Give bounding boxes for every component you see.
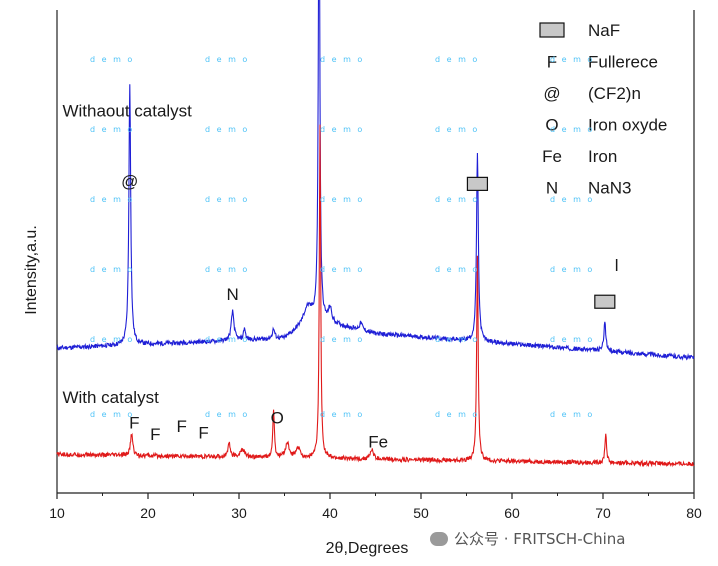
demo-watermark: d e m o bbox=[435, 335, 480, 344]
demo-watermark: d e m o bbox=[205, 410, 250, 419]
demo-watermark: d e m o bbox=[320, 195, 365, 204]
legend-symbol: Fe bbox=[542, 147, 562, 166]
wechat-icon bbox=[430, 531, 448, 546]
annotation-label: Fe bbox=[368, 433, 388, 452]
naf-marker bbox=[466, 176, 489, 191]
demo-watermark: d e m o bbox=[435, 265, 480, 274]
source-watermark: 公众号 · FRITSCH-China bbox=[430, 528, 625, 549]
demo-watermark: d e m o bbox=[435, 410, 480, 419]
demo-watermark: d e m o bbox=[435, 55, 480, 64]
demo-watermark: d e m o bbox=[550, 335, 595, 344]
x-tick-label: 20 bbox=[140, 505, 156, 521]
demo-watermark: d e m o bbox=[90, 55, 135, 64]
annotation-label: Withaout catalyst bbox=[62, 101, 192, 120]
demo-watermark: d e m o bbox=[320, 265, 365, 274]
source-text: 公众号 · FRITSCH-China bbox=[454, 530, 626, 548]
plot-area: 10 20 30 40 50 60 70 80 Withaout catalyst @ N With … bbox=[49, 0, 702, 521]
x-axis-label: 2θ,Degrees bbox=[326, 540, 409, 557]
y-axis-label: Intensity,a.u. bbox=[23, 225, 40, 315]
annotation-label: F bbox=[129, 413, 139, 432]
naf-marker bbox=[594, 294, 616, 309]
demo-watermark: d e m o bbox=[320, 55, 365, 64]
demo-watermark: d e m o bbox=[205, 55, 250, 64]
annotation-label: F bbox=[198, 423, 208, 442]
demo-watermark: d e m o bbox=[435, 125, 480, 134]
demo-watermark: d e m o bbox=[550, 125, 595, 134]
x-tick-label: 30 bbox=[231, 505, 247, 521]
demo-watermark: d e m o bbox=[550, 55, 595, 64]
demo-watermark: d e m o bbox=[90, 410, 135, 419]
annotation-label: N bbox=[226, 285, 238, 304]
demo-watermark: d e m o bbox=[90, 125, 135, 134]
demo-watermark: d e m o bbox=[90, 265, 135, 274]
annotation-label: O bbox=[271, 408, 284, 427]
demo-watermark: d e m o bbox=[550, 410, 595, 419]
x-tick-label: 40 bbox=[322, 505, 338, 521]
annotation-label: @ bbox=[121, 172, 138, 191]
legend-label: Iron oxyde bbox=[588, 116, 667, 135]
legend-symbol: @ bbox=[543, 84, 560, 103]
x-tick-label: 50 bbox=[413, 505, 429, 521]
demo-watermark: d e m o bbox=[90, 335, 135, 344]
series-line-1 bbox=[56, 0, 695, 361]
demo-watermark: d e m o bbox=[90, 195, 135, 204]
legend-label: Iron bbox=[588, 147, 617, 166]
demo-watermark: d e m o bbox=[550, 265, 595, 274]
x-tick-label: 10 bbox=[49, 505, 65, 521]
legend-label: NaN3 bbox=[588, 179, 631, 198]
demo-watermark: d e m o bbox=[205, 125, 250, 134]
demo-watermark: d e m o bbox=[320, 125, 365, 134]
demo-watermark: d e m o bbox=[205, 195, 250, 204]
demo-watermark: d e m o bbox=[320, 410, 365, 419]
legend-label: NaF bbox=[588, 21, 620, 40]
demo-watermark: d e m o bbox=[435, 195, 480, 204]
annotation-label: l bbox=[615, 256, 619, 275]
annotation-label: With catalyst bbox=[62, 388, 159, 407]
demo-watermark: d e m o bbox=[320, 335, 365, 344]
series-line-2 bbox=[56, 124, 695, 468]
legend-label: (CF2)n bbox=[588, 84, 641, 103]
demo-watermark: d e m o bbox=[550, 195, 595, 204]
annotation-label: F bbox=[176, 417, 186, 436]
demo-watermark: d e m o bbox=[205, 335, 250, 344]
legend-symbol: N bbox=[546, 179, 558, 198]
legend-symbol: O bbox=[545, 116, 558, 135]
demo-watermark: d e m o bbox=[205, 265, 250, 274]
x-tick-label: 70 bbox=[595, 505, 611, 521]
legend-label: Fullerece bbox=[588, 53, 658, 72]
annotation-label: F bbox=[150, 425, 160, 444]
legend-symbol: F bbox=[547, 53, 557, 72]
x-tick-label: 60 bbox=[504, 505, 520, 521]
x-tick-label: 80 bbox=[686, 505, 702, 521]
legend-symbol bbox=[539, 22, 565, 38]
